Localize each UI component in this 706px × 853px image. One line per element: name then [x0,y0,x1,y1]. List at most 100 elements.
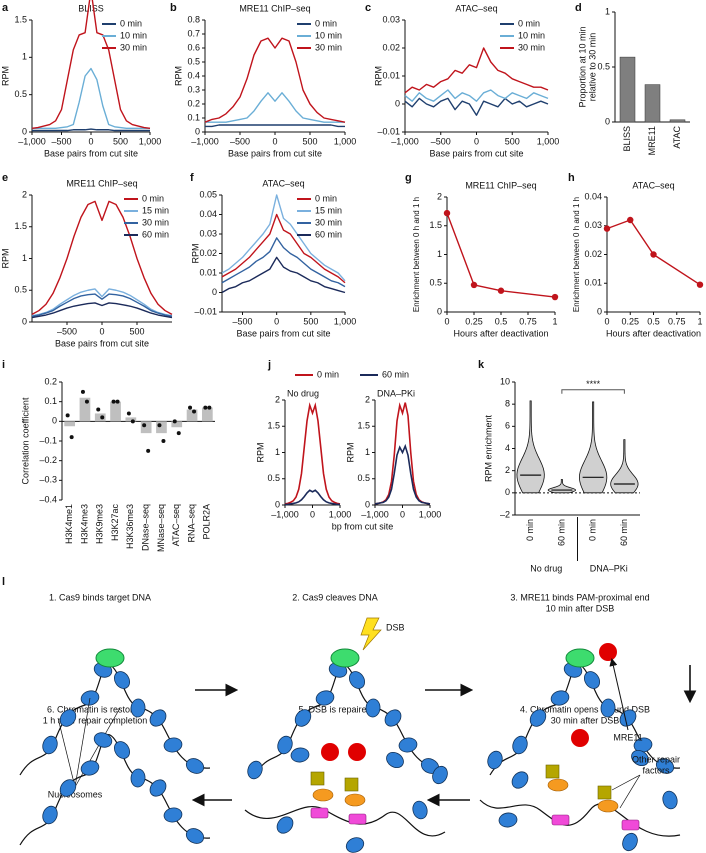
legend-label: 10 min [518,30,545,40]
y-tick-label: 0.8 [187,14,200,24]
x-tick-label: 0 [444,316,449,326]
x-axis-label: Hours after deactivation [606,328,701,338]
y-tick-label: 8 [505,399,510,409]
dsb-bolt [360,617,382,651]
y-tick-label: 0.4 [187,70,200,80]
nucleosome [631,749,649,767]
y-tick-label: 0 [275,499,280,509]
panel-label: l [2,576,5,588]
legend-label: 30 min [315,42,342,52]
legend-label: 15 min [142,205,169,215]
nucleosomes-label: Nucleosomes [48,789,103,799]
point [650,251,657,258]
series-line [32,128,150,132]
x-tick-label: 0 [400,509,405,519]
cas9 [95,648,125,668]
x-axis-label: bp from cut site [332,521,394,531]
y-axis-label: Correlation coefficient [20,397,30,484]
nucleosome [185,758,205,774]
illustration [19,732,211,846]
nucleosome [600,698,616,718]
series-line [204,37,346,123]
x-tick-label: 1,000 [329,509,352,519]
bar [669,119,686,123]
x-tick-label: MRE11 [647,126,657,155]
point [176,431,181,436]
series-line [374,443,431,505]
nucleosome [550,690,570,706]
x-tick-label: –1,000 [361,509,389,519]
repair-factor [312,788,334,802]
nucleosome [294,709,312,727]
bar [171,421,183,428]
pointer [57,717,76,788]
x-tick-label: H3K36me3 [125,504,135,549]
point [627,216,634,224]
point [80,389,85,394]
mre11 [599,643,617,661]
y-tick-label: 0.2 [44,376,57,386]
panel-label: i [2,359,5,371]
x-tick-label: 0.75 [519,316,537,326]
mre11 [348,743,366,761]
x-tick-label: DNase–seq [141,504,151,551]
x-tick-label: BLISS [622,126,632,152]
nucleosome [185,828,205,844]
y-tick-label: 0 [365,499,370,509]
y-tick-label: 0.7 [187,28,200,38]
y-tick-label: –0.4 [39,494,57,504]
pointer [74,707,121,788]
nucleosome [487,750,503,770]
y-tick-label: 2 [437,191,442,201]
y-tick-label: –0.3 [39,475,57,485]
series-line [31,293,173,317]
panel-label: c [365,2,371,14]
x-tick-label: –500 [431,136,451,146]
x-tick-label: 1,000 [419,509,442,519]
y-tick-label: 0.6 [187,42,200,52]
y-tick-label: 0 [212,287,217,297]
y-tick-label: 0.04 [584,191,602,201]
repair-factor [551,814,570,826]
chart-title: ATAC–seq [455,3,497,13]
repair-factor [547,778,569,792]
repair-label: factors [642,765,670,775]
y-tick-label: 10 [500,376,510,386]
y-tick-label: 0 [52,416,57,426]
chart-title: BLISS [78,3,104,13]
nucleosome [113,671,131,689]
violin-body [516,400,545,494]
step-label: 1 h after repair completion [43,715,148,725]
x-tick-label: 0.25 [465,316,483,326]
y-tick-label: 2 [505,465,510,475]
y-tick-label: 2 [365,394,370,404]
x-tick-label: H3K9me3 [95,504,105,544]
series-line [606,219,701,286]
legend-label: 30 min [518,42,545,52]
bar [79,397,91,422]
pointer [74,697,91,788]
legend-label: 10 min [315,30,342,40]
x-tick-label: –500 [51,136,71,146]
repair-factor [597,785,612,800]
panel-label: d [575,2,582,14]
y-tick-label: 1 [22,52,27,62]
step-label: 6. Chromatin is restored [47,704,143,714]
y-tick-label: 1.5 [429,220,442,230]
x-tick-label: 500 [302,136,317,146]
x-tick-label: 0 min [525,519,535,541]
nucleosome [529,709,547,727]
nucleosome [149,779,167,797]
panel-label: j [267,359,271,371]
series-line [221,237,346,288]
y-axis-label: RPM [255,443,265,463]
point [172,419,177,424]
y-tick-label: 1.5 [14,14,27,24]
y-axis-label: RPM [345,443,355,463]
x-tick-label: –1,000 [18,136,46,146]
x-tick-label: 1,000 [139,136,162,146]
y-axis-label: RPM [173,66,183,86]
mre11-label: MRE11 [613,732,642,742]
series-line [285,489,340,506]
x-axis-label: Base pairs from cut site [429,148,523,158]
